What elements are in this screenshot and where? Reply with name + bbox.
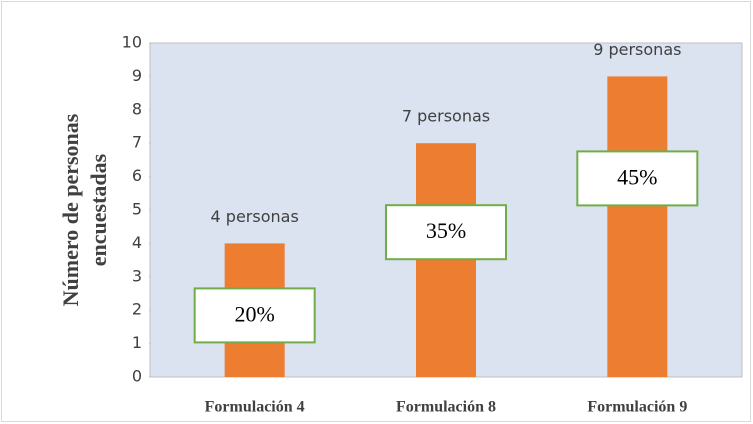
y-tick-label: 7	[132, 133, 142, 152]
y-tick-label: 5	[132, 200, 142, 219]
y-tick-label: 0	[132, 367, 142, 386]
percent-box	[385, 204, 507, 261]
x-tick-label: Formulación 8	[396, 399, 496, 416]
value-label: 4 personas	[211, 207, 299, 226]
percent-box	[193, 287, 316, 344]
y-axis-label: Número de personas encuestadas	[58, 113, 111, 306]
percent-label: 35%	[426, 218, 466, 243]
y-label-line: Número de personas	[58, 113, 83, 306]
y-tick-label: 4	[132, 233, 142, 252]
y-tick-label: 9	[132, 66, 142, 85]
x-tick-label: Formulación 4	[205, 399, 305, 416]
bar	[607, 76, 668, 378]
percent-label: 45%	[617, 164, 657, 189]
percent-label: 20%	[235, 301, 275, 326]
value-label: 7 personas	[402, 107, 490, 126]
x-tick-label: Formulación 9	[587, 399, 687, 416]
y-tick-label: 2	[132, 300, 142, 319]
value-label: 9 personas	[593, 40, 681, 59]
y-tick-label: 3	[132, 266, 142, 285]
y-label-line: encuestadas	[86, 153, 111, 266]
y-tick-label: 1	[132, 333, 142, 352]
y-tick-label: 8	[132, 99, 142, 118]
percent-box	[576, 150, 699, 207]
y-tick-label: 6	[132, 166, 142, 185]
y-tick-label: 10	[122, 33, 142, 52]
